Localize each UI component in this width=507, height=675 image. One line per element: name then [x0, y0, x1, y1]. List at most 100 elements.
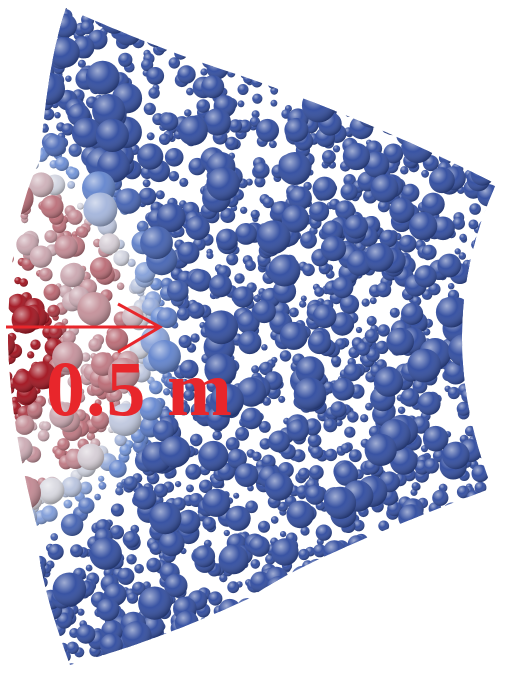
particle-shading [447, 386, 460, 400]
particle-shading [31, 116, 41, 126]
particle-shading [116, 282, 125, 290]
particle [474, 507, 482, 515]
particle-shading [475, 85, 485, 94]
particle [120, 655, 133, 665]
particle-shading [347, 411, 359, 423]
particle [8, 140, 10, 150]
particle-shading [487, 560, 496, 575]
particle-shading [475, 363, 490, 378]
particle-shading [94, 493, 101, 501]
particle-shading [280, 630, 292, 642]
particle-shading [268, 80, 277, 89]
particle [367, 98, 381, 113]
particle-shading [293, 40, 302, 48]
particle-shading [315, 613, 329, 627]
particle-shading [362, 600, 370, 608]
particle [16, 640, 40, 664]
particle-shading [435, 556, 444, 566]
particle-shading [29, 648, 43, 662]
particle-shading [8, 614, 15, 627]
particle-shading [353, 617, 361, 624]
particle-shading [177, 65, 196, 84]
particle-shading [13, 189, 23, 198]
particle-shading [284, 8, 294, 10]
particle-shading [67, 376, 79, 388]
particle-shading [469, 528, 481, 540]
particle-shading [154, 21, 167, 34]
particle [495, 63, 496, 74]
particle-shading [8, 132, 21, 156]
particle-shading [284, 626, 294, 637]
particle-shading [314, 45, 325, 56]
particle-shading [421, 117, 441, 138]
particle-shading [471, 528, 484, 541]
particle [374, 12, 385, 23]
particle [446, 512, 457, 523]
particle-shading [461, 499, 471, 508]
particle [445, 44, 469, 68]
particle [367, 637, 394, 665]
particle-shading [468, 382, 479, 393]
particle-shading [422, 608, 438, 623]
particle-shading [48, 395, 59, 406]
particle [331, 617, 340, 625]
particle-shading [237, 28, 250, 40]
particle [224, 652, 247, 665]
particle [398, 524, 421, 547]
particle-shading [379, 74, 394, 88]
particle-shading [8, 179, 13, 192]
particle [171, 12, 183, 24]
particle-shading [373, 97, 385, 109]
particle [409, 104, 423, 117]
particle-shading [187, 14, 197, 24]
particle [498, 49, 506, 57]
particle-shading [340, 183, 358, 201]
particle [377, 640, 389, 651]
particle [258, 661, 265, 665]
particle [311, 66, 320, 74]
particle-shading [293, 641, 300, 648]
particle [401, 648, 415, 662]
particle [187, 0, 193, 5]
particle-shading [400, 388, 420, 407]
particle-shading [123, 476, 138, 490]
particle-shading [65, 663, 78, 665]
particle-shading [86, 660, 97, 665]
particle [251, 615, 271, 635]
particle-shading [355, 8, 363, 13]
particle [286, 659, 297, 665]
particle [381, 8, 404, 13]
particle [421, 524, 433, 536]
particle [380, 58, 387, 65]
particle [488, 441, 496, 452]
particle [412, 91, 420, 99]
particle-shading [453, 656, 465, 665]
particle-shading [377, 324, 390, 337]
particle-shading [373, 80, 386, 92]
particle-shading [235, 223, 257, 245]
particle-shading [94, 14, 106, 26]
particle-shading [480, 54, 493, 67]
particle-shading [480, 632, 493, 645]
particle-shading [460, 61, 470, 72]
particle [401, 619, 409, 628]
particle [440, 80, 464, 104]
particle-shading [490, 318, 496, 326]
particle-shading [198, 8, 222, 12]
particle [0, 566, 4, 573]
particle-shading [371, 8, 379, 15]
particle-shading [129, 664, 137, 665]
particle-shading [412, 572, 426, 586]
particle-shading [424, 566, 437, 578]
particle [306, 8, 327, 21]
particle-shading [285, 619, 300, 635]
particle-shading [370, 87, 377, 95]
particle [491, 534, 496, 546]
particle [129, 664, 137, 665]
particle-shading [24, 77, 47, 100]
particle [338, 83, 346, 91]
particle-shading [18, 568, 31, 581]
particle-shading [430, 21, 448, 39]
particle-shading [29, 12, 38, 21]
